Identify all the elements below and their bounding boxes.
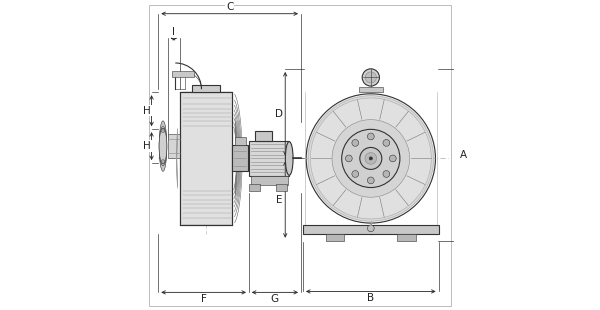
FancyBboxPatch shape <box>249 184 260 191</box>
Circle shape <box>383 170 390 177</box>
Text: H: H <box>143 106 151 116</box>
FancyBboxPatch shape <box>256 131 272 141</box>
Circle shape <box>360 148 382 170</box>
Circle shape <box>310 98 431 219</box>
Ellipse shape <box>159 126 167 166</box>
Text: I: I <box>172 27 175 37</box>
Circle shape <box>369 157 373 160</box>
FancyBboxPatch shape <box>359 87 383 92</box>
Text: G: G <box>271 294 279 304</box>
FancyBboxPatch shape <box>249 141 289 176</box>
Text: F: F <box>200 294 206 304</box>
Circle shape <box>383 140 390 146</box>
Circle shape <box>365 72 376 83</box>
FancyBboxPatch shape <box>172 71 194 77</box>
Circle shape <box>352 140 359 146</box>
FancyBboxPatch shape <box>251 176 287 185</box>
Circle shape <box>367 177 374 184</box>
Text: H: H <box>143 141 151 151</box>
FancyBboxPatch shape <box>180 92 232 225</box>
Circle shape <box>306 94 436 223</box>
Circle shape <box>365 153 377 164</box>
Ellipse shape <box>159 128 167 164</box>
Circle shape <box>161 160 165 163</box>
Circle shape <box>389 155 396 162</box>
Circle shape <box>352 170 359 177</box>
Circle shape <box>367 225 374 232</box>
FancyBboxPatch shape <box>235 137 246 145</box>
FancyBboxPatch shape <box>303 225 439 234</box>
Circle shape <box>367 133 374 140</box>
FancyBboxPatch shape <box>167 134 180 158</box>
Text: A: A <box>460 150 467 160</box>
FancyBboxPatch shape <box>326 234 344 241</box>
Circle shape <box>362 69 379 86</box>
Circle shape <box>161 129 165 133</box>
Circle shape <box>346 155 352 162</box>
FancyBboxPatch shape <box>192 85 220 92</box>
Ellipse shape <box>159 121 167 171</box>
Circle shape <box>332 120 410 197</box>
Text: E: E <box>276 195 283 205</box>
Text: B: B <box>367 293 374 303</box>
FancyBboxPatch shape <box>276 184 287 191</box>
FancyBboxPatch shape <box>232 145 248 171</box>
Circle shape <box>342 129 400 188</box>
Ellipse shape <box>286 142 293 175</box>
FancyBboxPatch shape <box>397 234 416 241</box>
Circle shape <box>308 96 434 221</box>
Text: D: D <box>275 109 283 119</box>
Text: C: C <box>226 2 233 12</box>
